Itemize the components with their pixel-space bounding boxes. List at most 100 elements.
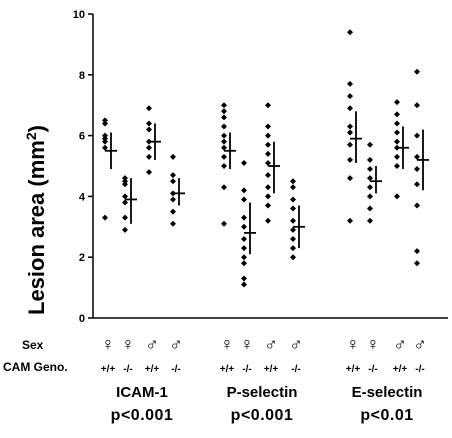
data-point	[290, 196, 296, 203]
data-point	[102, 135, 108, 142]
data-point	[241, 223, 247, 230]
data-point	[265, 193, 271, 200]
y-axis-label-close: )	[24, 125, 49, 132]
data-point	[414, 153, 420, 160]
data-point	[221, 220, 227, 227]
data-point	[241, 260, 247, 267]
y-tick-label-4: 4	[79, 191, 86, 203]
data-point	[122, 226, 128, 233]
genotype-label: -/-	[415, 364, 424, 375]
y-tick-label-2: 2	[79, 252, 85, 264]
data-point	[290, 245, 296, 252]
series-10	[367, 141, 382, 224]
data-point	[241, 281, 247, 288]
data-point	[102, 144, 108, 151]
genotype-label: -/-	[242, 364, 251, 375]
data-point	[146, 144, 152, 151]
data-point	[221, 108, 227, 115]
data-point	[265, 102, 271, 109]
y-axis-label-superscript: 2	[23, 132, 39, 140]
data-point	[122, 181, 128, 188]
data-point	[221, 132, 227, 139]
data-point	[265, 141, 271, 148]
female-symbol: ♀	[346, 334, 360, 354]
series-4	[170, 153, 185, 227]
series-5	[221, 102, 236, 227]
series-9	[347, 29, 362, 224]
data-point	[265, 123, 271, 130]
genotype-label: +/+	[145, 364, 160, 375]
data-point	[170, 196, 176, 203]
data-point	[394, 111, 400, 118]
data-point	[367, 156, 373, 163]
y-tick-label-0: 0	[79, 313, 85, 325]
data-point	[170, 178, 176, 185]
data-point	[265, 217, 271, 224]
data-point	[146, 126, 152, 133]
y-tick-label-6: 6	[79, 131, 85, 143]
data-point	[102, 214, 108, 221]
female-symbol: ♀	[366, 334, 380, 354]
genotype-label: +/+	[220, 364, 235, 375]
data-point	[367, 166, 373, 173]
male-symbol: ♂	[169, 334, 183, 354]
data-marks	[102, 29, 429, 288]
data-point	[241, 187, 247, 194]
group-label-1: ICAM-1	[116, 384, 168, 401]
data-point	[265, 150, 271, 157]
genotype-label: +/+	[101, 364, 116, 375]
data-point	[122, 214, 128, 221]
series-7	[265, 102, 280, 224]
data-point	[221, 102, 227, 109]
genotype-label: -/-	[123, 364, 132, 375]
data-point	[265, 159, 271, 166]
genotype-label: -/-	[291, 364, 300, 375]
data-point	[394, 120, 400, 127]
data-point	[241, 159, 247, 166]
data-point	[241, 254, 247, 261]
male-symbol: ♂	[264, 334, 278, 354]
group-label-3: E-selectin	[352, 384, 423, 401]
data-point	[146, 120, 152, 127]
data-point	[414, 68, 420, 75]
series-8	[290, 178, 305, 261]
data-point	[347, 80, 353, 87]
male-symbol: ♂	[289, 334, 303, 354]
y-axis-ticks: 0 2 4 6 8 10	[73, 9, 93, 325]
data-point	[241, 214, 247, 221]
data-point	[146, 153, 152, 160]
y-axis-label-main: Lesion area (mm	[24, 140, 49, 315]
data-point	[414, 248, 420, 255]
data-point	[265, 202, 271, 209]
data-point	[102, 117, 108, 124]
data-point	[414, 132, 420, 139]
data-point	[170, 208, 176, 215]
data-point	[170, 172, 176, 179]
genotype-label: -/-	[171, 364, 180, 375]
data-point	[265, 184, 271, 191]
data-point	[347, 105, 353, 112]
data-point	[394, 153, 400, 160]
data-point	[122, 175, 128, 182]
female-symbol: ♀	[101, 334, 115, 354]
data-point	[414, 166, 420, 173]
series-1	[102, 117, 117, 221]
data-point	[102, 132, 108, 139]
data-point	[394, 193, 400, 200]
data-point	[122, 199, 128, 206]
data-point	[290, 217, 296, 224]
female-symbol: ♀	[121, 334, 135, 354]
series-11	[394, 99, 409, 200]
data-point	[290, 184, 296, 191]
p-value-2: p<0.001	[231, 407, 294, 424]
data-point	[265, 132, 271, 139]
data-point	[290, 178, 296, 185]
data-point	[221, 123, 227, 130]
p-value-3: p<0.01	[360, 407, 413, 424]
data-point	[221, 153, 227, 160]
data-point	[347, 29, 353, 36]
female-symbol: ♀	[220, 334, 234, 354]
data-point	[414, 260, 420, 267]
data-point	[170, 220, 176, 227]
